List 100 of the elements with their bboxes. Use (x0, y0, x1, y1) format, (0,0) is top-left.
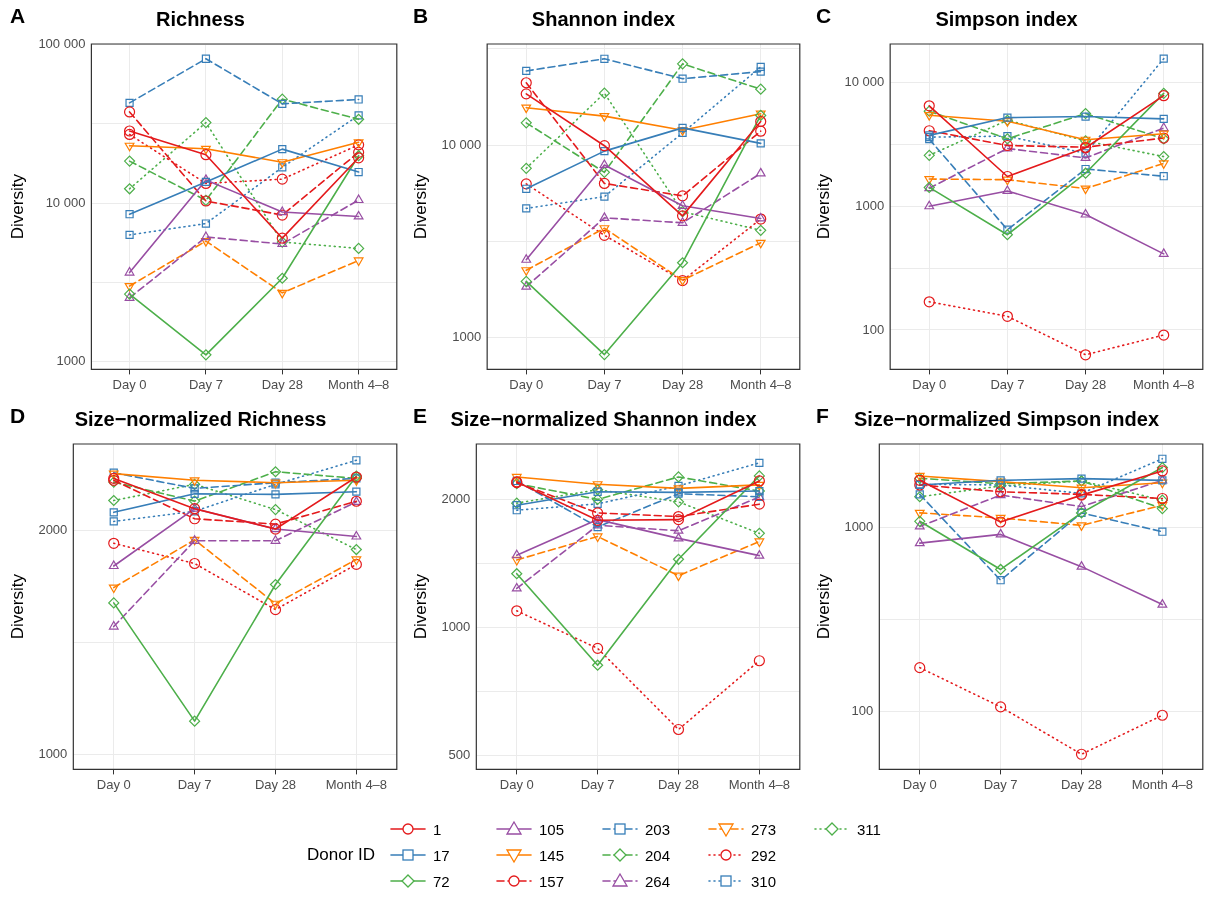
point (521, 267, 532, 276)
chart-title: Size−normalized Shannon index (450, 407, 757, 430)
point (1158, 151, 1170, 163)
point (123, 155, 136, 167)
x-tick-label: Day 7 (983, 776, 1018, 792)
point (1001, 229, 1013, 241)
legend-title: Donor ID (306, 845, 376, 865)
point (753, 498, 765, 510)
point (190, 507, 199, 516)
point (190, 489, 199, 498)
point (924, 175, 935, 185)
x-tick-label: Day 0 (902, 776, 937, 792)
text: B (413, 4, 429, 28)
point (600, 146, 609, 156)
point (269, 518, 282, 530)
point (1156, 465, 1168, 477)
legend-label: 264 (645, 872, 671, 890)
chart-title: Richness (156, 7, 245, 30)
y-tick-label: 1000 (452, 329, 482, 345)
point (278, 163, 287, 172)
point (189, 477, 200, 486)
chart-title: Shannon index (531, 7, 676, 30)
point (123, 128, 136, 141)
point (1003, 225, 1012, 234)
point (1002, 185, 1013, 195)
point (672, 553, 685, 565)
point (598, 348, 610, 361)
point (592, 493, 604, 506)
x-tick-label: Day 28 (1064, 376, 1107, 392)
point (1079, 167, 1092, 179)
point (276, 93, 288, 105)
point (123, 125, 136, 137)
point (276, 232, 288, 244)
point (914, 491, 926, 503)
point (1159, 114, 1168, 123)
point (599, 159, 610, 169)
y-tick-label: 2000 (441, 491, 471, 507)
point (1079, 349, 1092, 361)
point (923, 105, 935, 117)
point (269, 578, 282, 591)
y-tick-label: 10 000 (45, 194, 86, 210)
point (1079, 107, 1092, 120)
point (520, 77, 532, 89)
x-tick-label: Month 4–8 (1131, 776, 1194, 792)
x-tick-label: Day 0 (509, 376, 544, 392)
x-tick-label: Day 7 (177, 776, 212, 792)
point (522, 204, 531, 213)
x-tick-label: Month 4–8 (1133, 376, 1195, 392)
point (520, 117, 532, 129)
x-tick-label: Day 7 (990, 376, 1025, 392)
x-tick-label: Month 4–8 (728, 776, 791, 792)
point (756, 62, 765, 72)
point (200, 231, 211, 241)
y-tick-label: 1000 (56, 352, 86, 368)
point (673, 525, 684, 534)
point (923, 100, 935, 112)
point (1159, 54, 1168, 63)
point (756, 67, 765, 76)
legend-label: 105 (539, 820, 565, 838)
point (995, 701, 1007, 713)
point (1002, 176, 1013, 186)
point (353, 257, 364, 267)
point (1158, 160, 1169, 170)
point (124, 266, 135, 276)
chart-title: Simpson index (935, 7, 1078, 30)
text: D (10, 404, 26, 428)
point (599, 225, 610, 234)
point (522, 66, 531, 76)
point (753, 470, 765, 482)
point (676, 190, 689, 202)
point (598, 166, 610, 178)
point (598, 140, 610, 152)
legend-label: 203 (645, 820, 671, 838)
point (511, 556, 522, 566)
point (678, 123, 687, 132)
legend-label: 204 (645, 846, 671, 864)
legend-label: 311 (857, 820, 881, 838)
point (1080, 185, 1091, 195)
point (674, 481, 683, 491)
point (598, 229, 610, 241)
point (995, 528, 1006, 538)
text: C (816, 4, 832, 28)
point (677, 200, 688, 209)
point (123, 106, 136, 118)
point (914, 537, 925, 547)
point (278, 144, 287, 154)
point (753, 655, 765, 667)
y-tick-label: 10 000 (441, 136, 482, 152)
legend-label: 17 (433, 846, 450, 864)
point (1076, 484, 1087, 494)
point (269, 604, 282, 616)
point (511, 582, 522, 592)
chart-title: Size−normalized Richness (74, 407, 327, 430)
point (755, 224, 767, 236)
point (914, 515, 926, 527)
point (599, 113, 610, 122)
point (108, 584, 119, 594)
legend-label: 273 (751, 820, 777, 838)
point (1156, 709, 1168, 721)
text: A (10, 4, 26, 28)
